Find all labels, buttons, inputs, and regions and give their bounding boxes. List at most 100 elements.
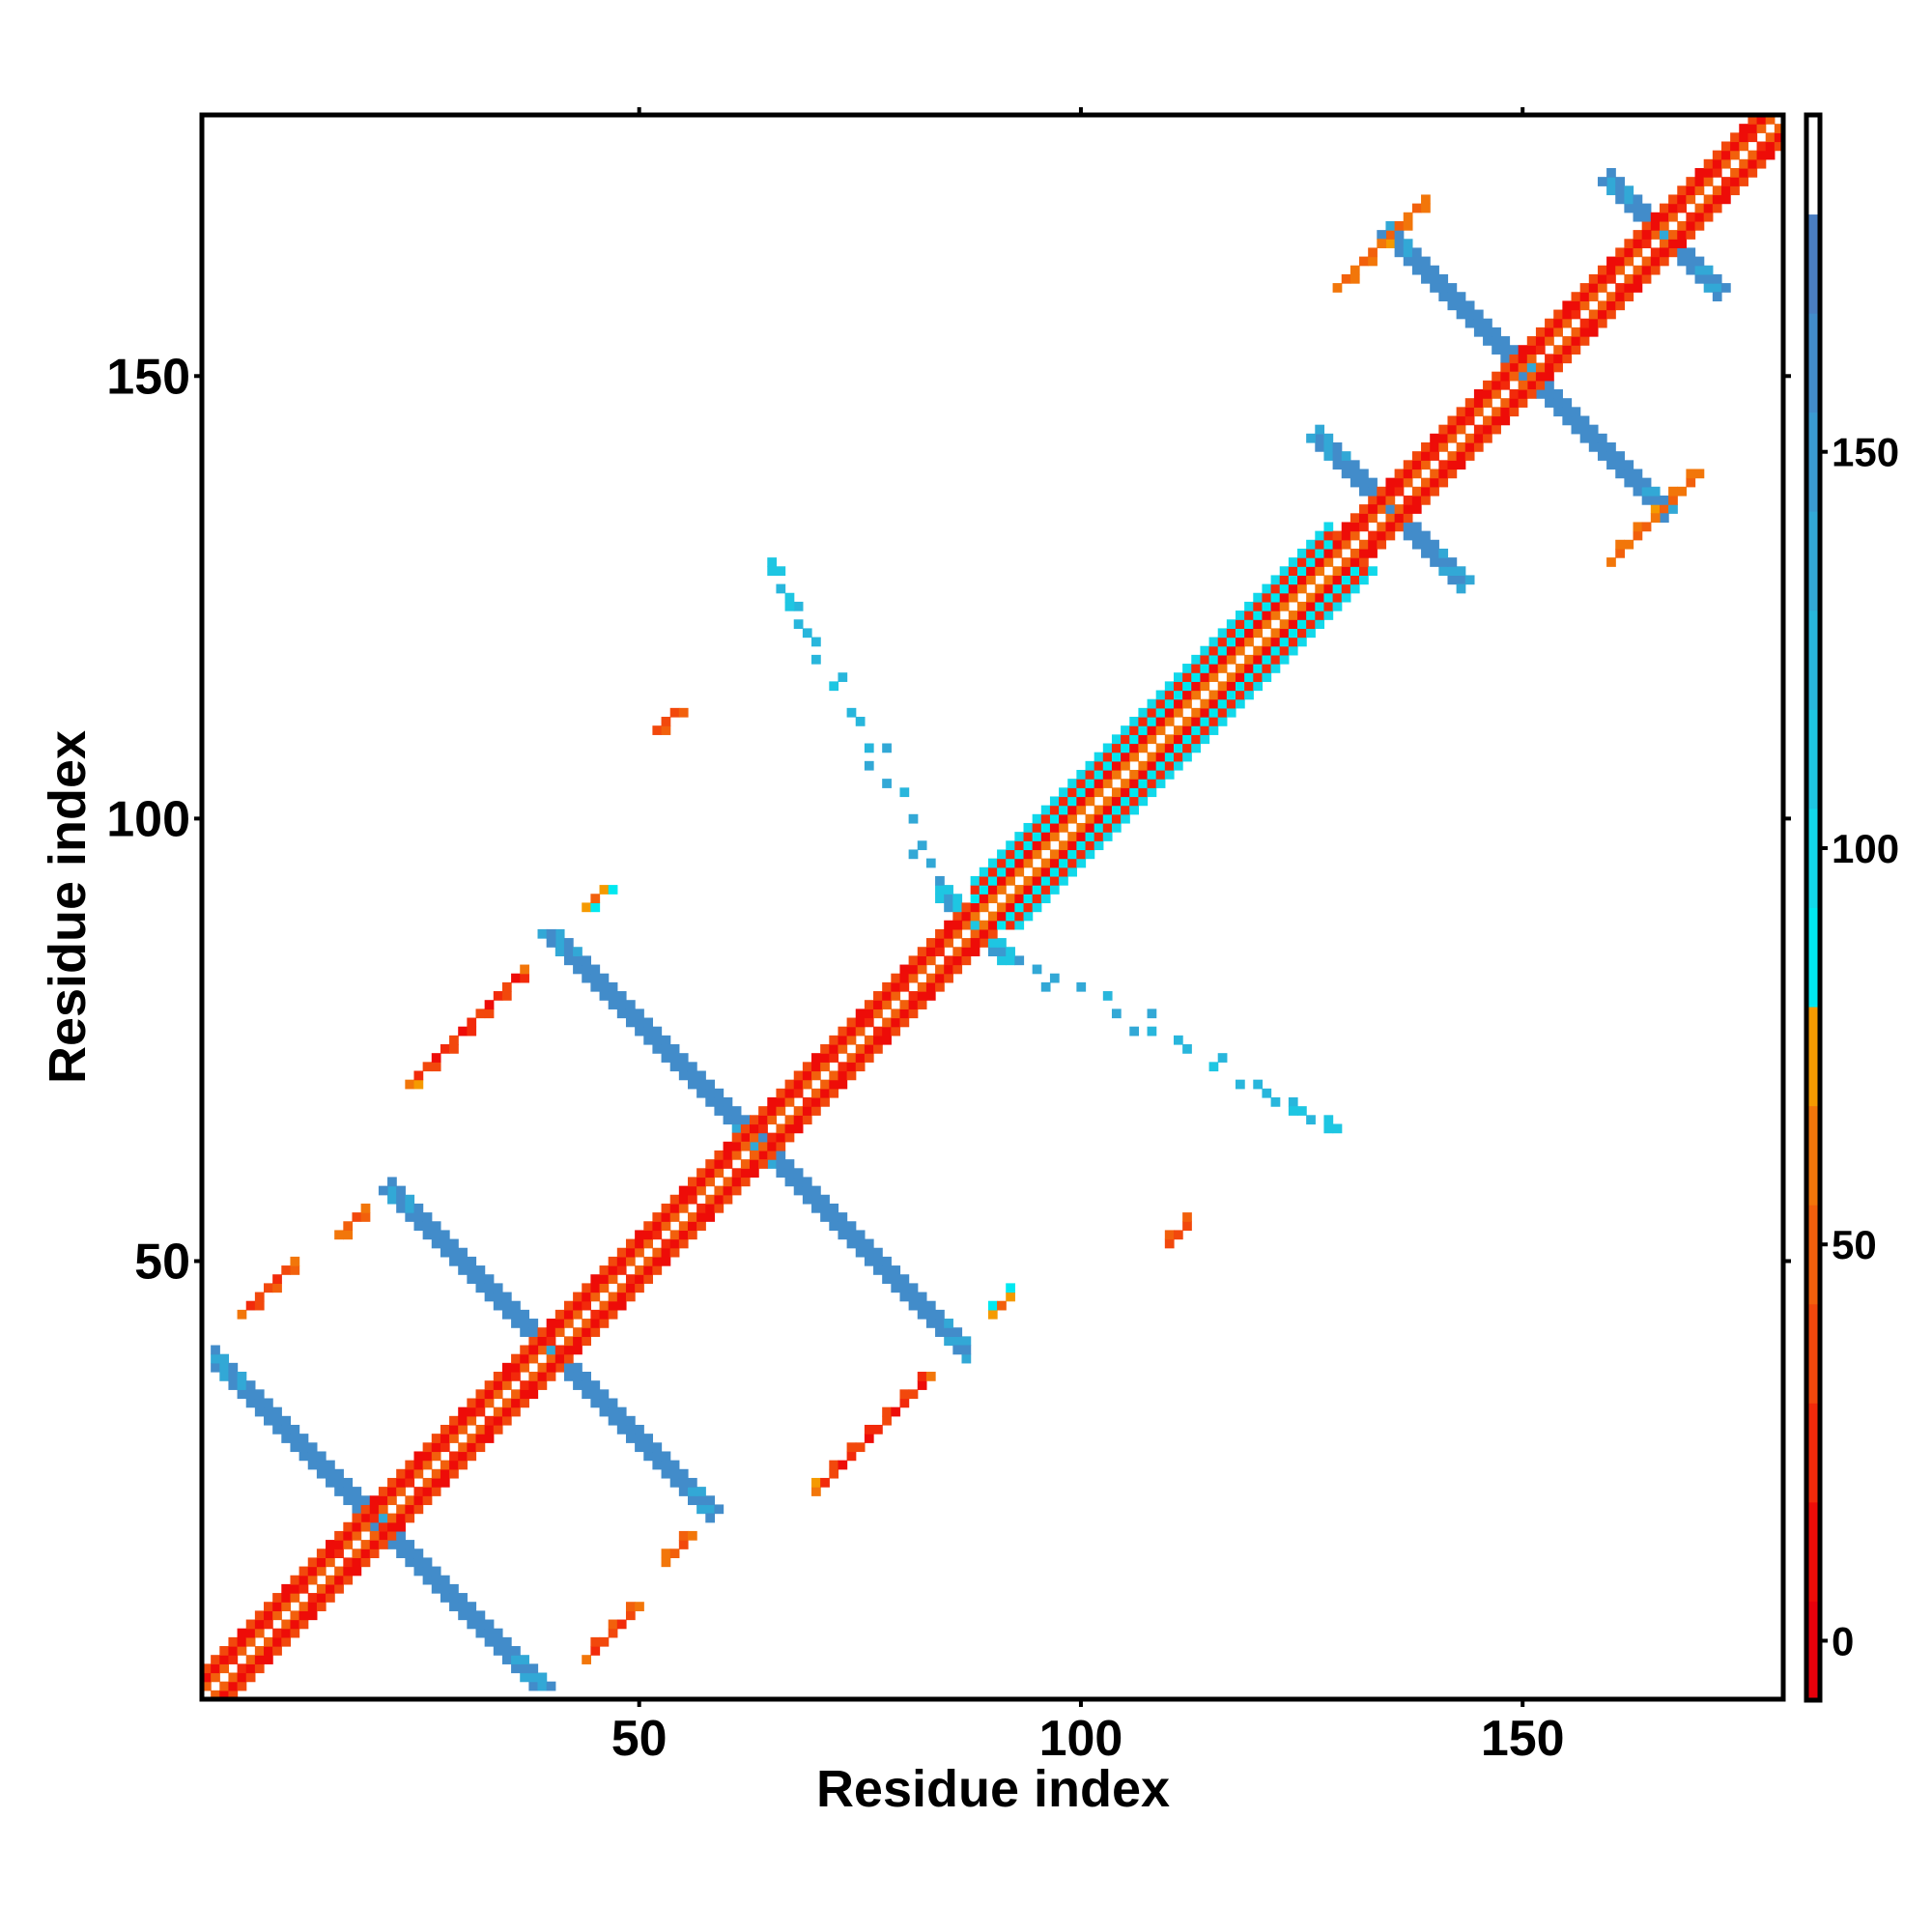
heatmap-cell	[369, 1495, 380, 1506]
heatmap-cell	[1341, 522, 1351, 532]
heatmap-cell	[1173, 1230, 1183, 1240]
heatmap-cell	[1032, 875, 1042, 886]
heatmap-cell	[554, 938, 565, 948]
heatmap-cell	[1694, 167, 1705, 178]
heatmap-cell	[635, 1424, 644, 1435]
heatmap-cell	[1288, 637, 1298, 647]
heatmap-cell	[1270, 654, 1281, 665]
heatmap-cell	[838, 1230, 848, 1240]
heatmap-cell	[254, 1398, 265, 1408]
heatmap-cell	[758, 1159, 768, 1169]
heatmap-cell	[1155, 760, 1166, 771]
heatmap-cell	[661, 725, 671, 735]
heatmap-cell	[334, 1540, 344, 1549]
heatmap-cell	[1288, 1106, 1298, 1116]
heatmap-cell	[723, 1115, 733, 1125]
heatmap-cell	[1394, 247, 1405, 258]
heatmap-cell	[431, 1566, 441, 1577]
heatmap-cell	[546, 938, 556, 948]
heatmap-cell	[1553, 309, 1563, 320]
heatmap-cell	[1270, 601, 1281, 611]
heatmap-cell	[422, 1557, 433, 1568]
heatmap-cell	[1182, 717, 1192, 726]
heatmap-cell	[1545, 380, 1554, 390]
heatmap-cell	[1350, 273, 1360, 284]
heatmap-cell	[925, 955, 936, 966]
heatmap-cell	[1014, 911, 1025, 922]
heatmap-cell	[1756, 124, 1767, 133]
heatmap-cell	[582, 955, 591, 966]
heatmap-cell	[1164, 760, 1175, 771]
heatmap-cell	[1253, 654, 1264, 665]
heatmap-cell	[687, 1194, 697, 1205]
heatmap-cell	[1235, 645, 1245, 656]
heatmap-cell	[1155, 717, 1166, 726]
heatmap-cell	[758, 1115, 768, 1125]
heatmap-cell	[440, 1575, 450, 1585]
heatmap-cell	[387, 1487, 397, 1496]
heatmap-cell	[387, 1513, 397, 1523]
heatmap-cell	[1686, 220, 1696, 231]
heatmap-cell	[528, 1327, 539, 1337]
heatmap-cell	[440, 1230, 450, 1240]
heatmap-cell	[705, 1513, 716, 1523]
heatmap-cell	[1641, 212, 1652, 222]
heatmap-cell	[1597, 300, 1607, 311]
heatmap-cell	[661, 1221, 671, 1232]
heatmap-cell	[1359, 477, 1369, 488]
heatmap-cell	[1138, 779, 1149, 788]
heatmap-cell	[1040, 840, 1051, 851]
heatmap-cell	[997, 947, 1007, 956]
heatmap-cell	[705, 1096, 716, 1107]
heatmap-cell	[1385, 220, 1396, 231]
heatmap-cell	[590, 1309, 601, 1320]
heatmap-cell	[1032, 894, 1042, 904]
heatmap-cell	[493, 1283, 503, 1293]
heatmap-cell	[422, 1487, 433, 1496]
heatmap-cell	[1456, 451, 1466, 461]
heatmap-cell	[970, 938, 980, 948]
heatmap-cell	[793, 1070, 804, 1081]
heatmap-cell	[1430, 265, 1439, 275]
heatmap-cell	[652, 1265, 663, 1275]
heatmap-cell	[1032, 902, 1042, 913]
heatmap-cell	[616, 1292, 627, 1302]
heatmap-cell	[1076, 840, 1087, 851]
heatmap-cell	[625, 1292, 636, 1302]
heatmap-cell	[714, 1159, 724, 1169]
heatmap-cell	[1615, 283, 1625, 293]
heatmap-cell	[1217, 637, 1228, 647]
heatmap-cell	[952, 928, 963, 939]
heatmap-cell	[1588, 327, 1599, 337]
heatmap-cell	[1509, 362, 1520, 373]
heatmap-cell	[237, 1628, 247, 1638]
heatmap-cell	[696, 1079, 706, 1090]
heatmap-cell	[405, 1540, 415, 1549]
heatmap-cell	[891, 1265, 901, 1275]
heatmap-cell	[290, 1256, 300, 1266]
heatmap-cell	[1421, 273, 1431, 284]
heatmap-cell	[882, 1000, 892, 1009]
heatmap-cell	[935, 885, 945, 895]
heatmap-cell	[661, 1212, 671, 1222]
heatmap-cell	[1085, 813, 1095, 824]
heatmap-cell	[307, 1610, 318, 1621]
heatmap-cell	[1191, 717, 1202, 726]
heatmap-cell	[573, 1345, 582, 1355]
heatmap-cell	[396, 1194, 406, 1205]
heatmap-cell	[908, 955, 919, 966]
heatmap-cell	[264, 1636, 273, 1647]
heatmap-cell	[1447, 460, 1458, 470]
heatmap-cell	[1456, 309, 1466, 320]
heatmap-cell	[1350, 265, 1360, 275]
heatmap-cell	[758, 1123, 768, 1134]
heatmap-cell	[652, 1044, 663, 1054]
heatmap-cell	[1430, 557, 1439, 567]
heatmap-cell	[573, 1336, 582, 1347]
heatmap-cell	[1571, 424, 1581, 435]
y-tick-label: 100	[106, 791, 190, 847]
heatmap-cell	[917, 955, 927, 966]
heatmap-cell	[511, 1406, 521, 1417]
heatmap-cell	[537, 928, 548, 939]
heatmap-cell	[846, 1442, 857, 1453]
